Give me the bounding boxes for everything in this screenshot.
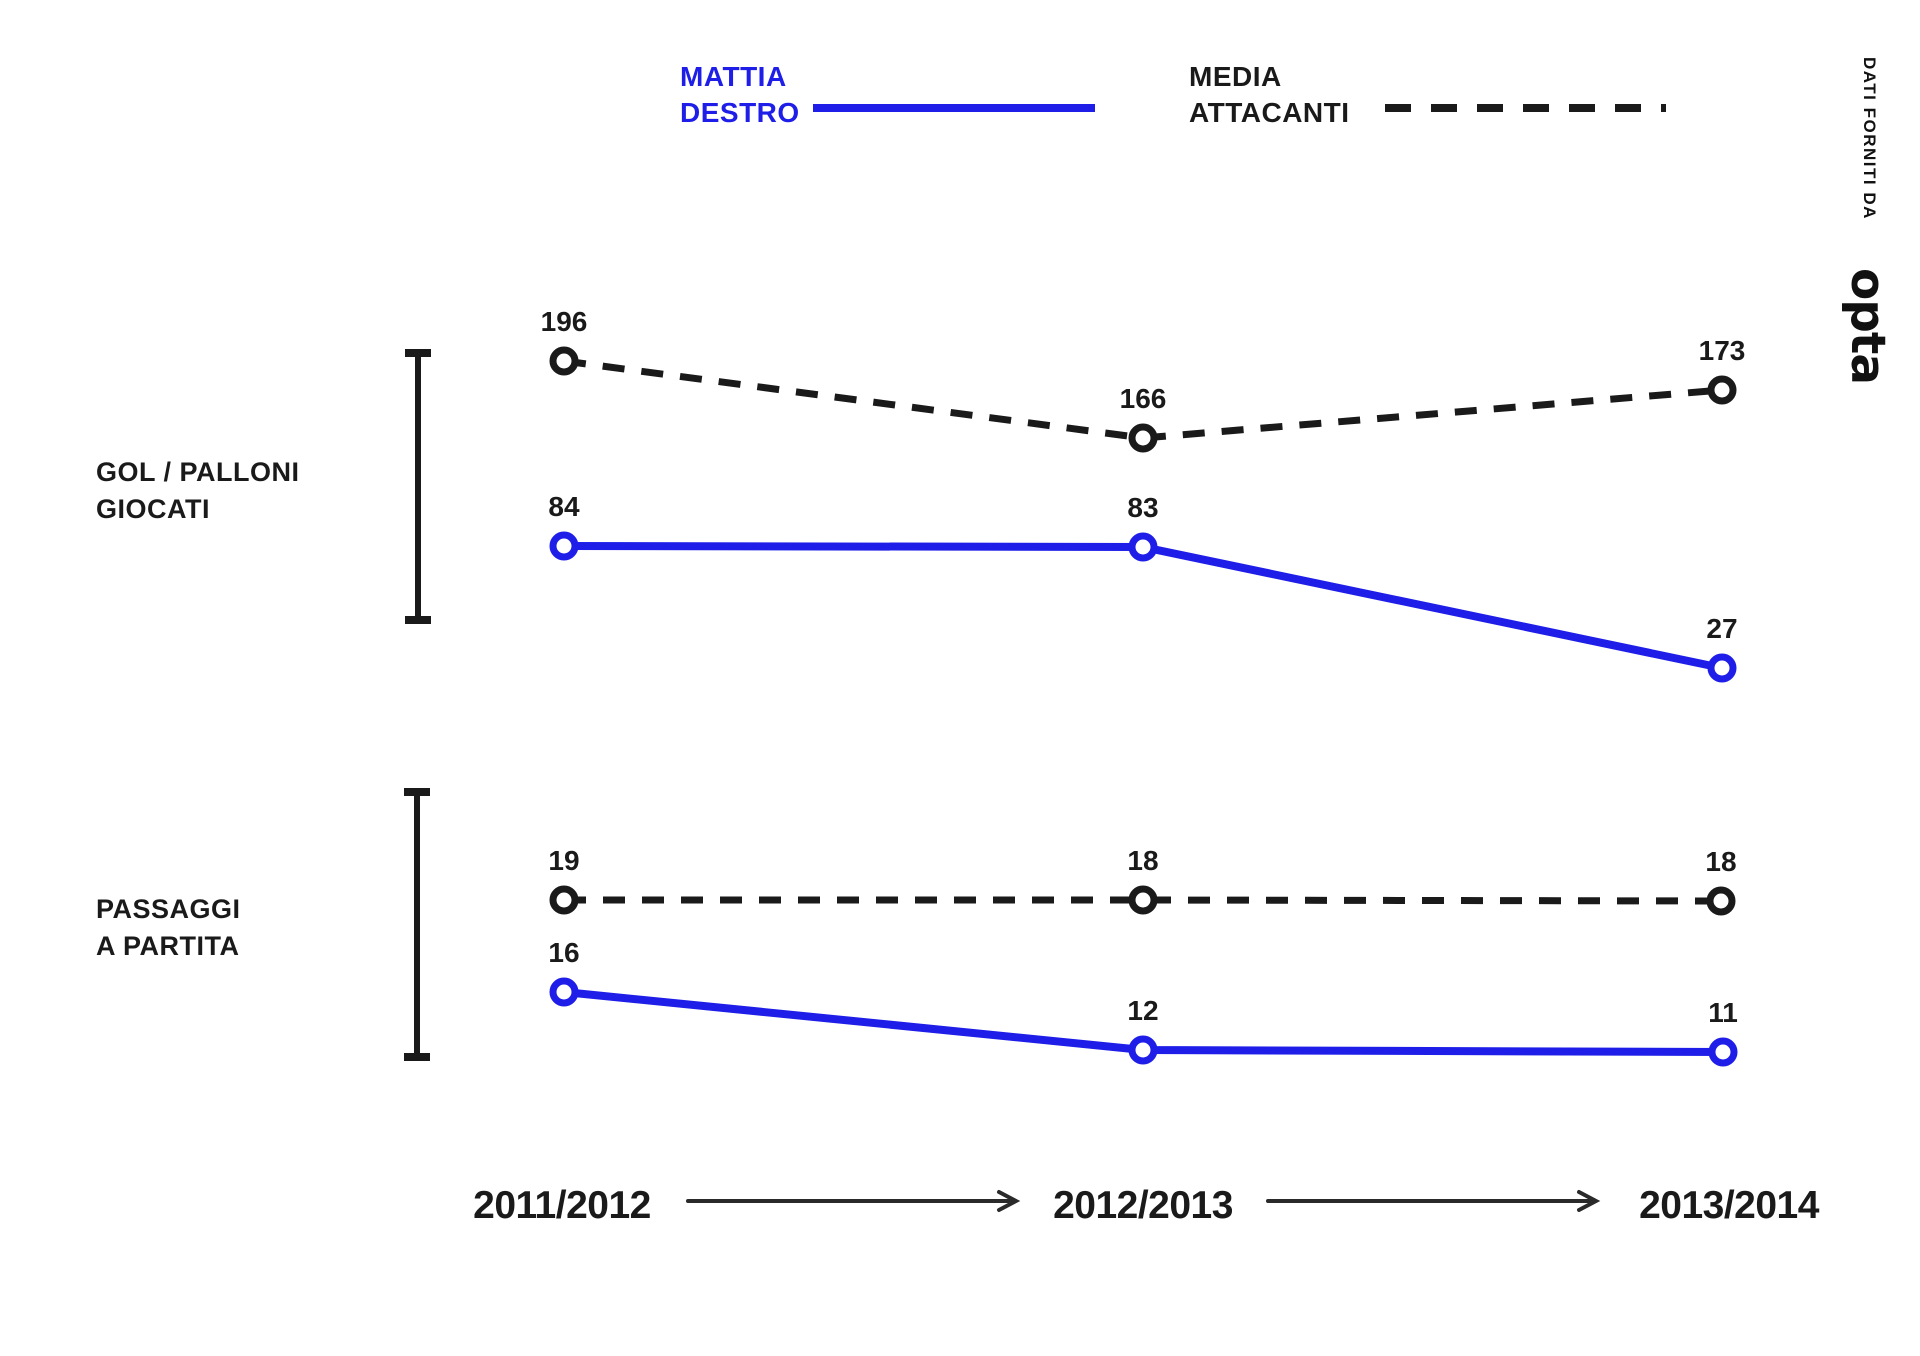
data-point-marker (1708, 1037, 1738, 1067)
section-title-goals-line1: GOL / PALLONI (96, 457, 300, 487)
data-point-marker (1706, 886, 1736, 916)
data-point-marker (549, 885, 579, 915)
legend-player-label-line2: DESTRO (680, 97, 800, 128)
data-point-value: 196 (541, 306, 588, 337)
opta-logo: opta (1840, 268, 1895, 384)
data-point-value: 173 (1699, 335, 1746, 366)
timeline-arrow (686, 1190, 1021, 1212)
data-point-marker (1128, 423, 1158, 453)
data-point-value: 18 (1127, 845, 1158, 876)
data-point-value: 11 (1708, 997, 1738, 1028)
legend-average-label-line1: MEDIA (1189, 61, 1282, 92)
player-series-line-goals (563, 542, 1723, 672)
season-label: 2013/2014 (1639, 1184, 1820, 1227)
chart-passes-per-match: PASSAGGI A PARTITA 19 18 18 16 12 11 (96, 788, 1738, 1067)
data-point-marker (1128, 1035, 1158, 1065)
data-point-value: 27 (1706, 613, 1737, 644)
data-point-value: 16 (548, 937, 579, 968)
season-label: 2012/2013 (1053, 1184, 1233, 1227)
timeline-arrow (1266, 1190, 1601, 1212)
data-point-value: 166 (1120, 383, 1167, 414)
section-title-passes-line2: A PARTITA (96, 931, 239, 961)
chart-legend: MATTIA DESTRO MEDIA ATTACANTI (680, 61, 1666, 128)
legend-player-label-line1: MATTIA (680, 61, 787, 92)
section-title-passes-line1: PASSAGGI (96, 894, 241, 924)
data-point-value: 19 (548, 845, 579, 876)
data-source-caption: DATI FORNITI DA (1860, 57, 1879, 220)
section-title-goals-line2: GIOCATI (96, 494, 210, 524)
axis-bracket-passes (404, 788, 430, 1061)
data-point-marker (549, 977, 579, 1007)
data-point-value: 84 (548, 491, 580, 522)
data-point-value: 83 (1127, 492, 1158, 523)
chart-goals-per-balls-played: GOL / PALLONI GIOCATI 196 166 173 84 83 … (96, 306, 1746, 683)
data-point-marker (549, 346, 579, 376)
data-point-marker (549, 531, 579, 561)
data-point-marker (1128, 532, 1158, 562)
data-point-value: 18 (1705, 846, 1736, 877)
season-axis: 2011/2012 2012/2013 2013/2014 (473, 1184, 1820, 1227)
data-point-marker (1707, 653, 1737, 683)
season-label: 2011/2012 (473, 1184, 651, 1227)
data-source: DATI FORNITI DA opta (1840, 57, 1895, 384)
axis-bracket-goals (405, 349, 431, 624)
legend-average-label-line2: ATTACANTI (1189, 97, 1350, 128)
data-point-marker (1128, 885, 1158, 915)
data-point-value: 12 (1127, 995, 1158, 1026)
data-point-marker (1707, 375, 1737, 405)
